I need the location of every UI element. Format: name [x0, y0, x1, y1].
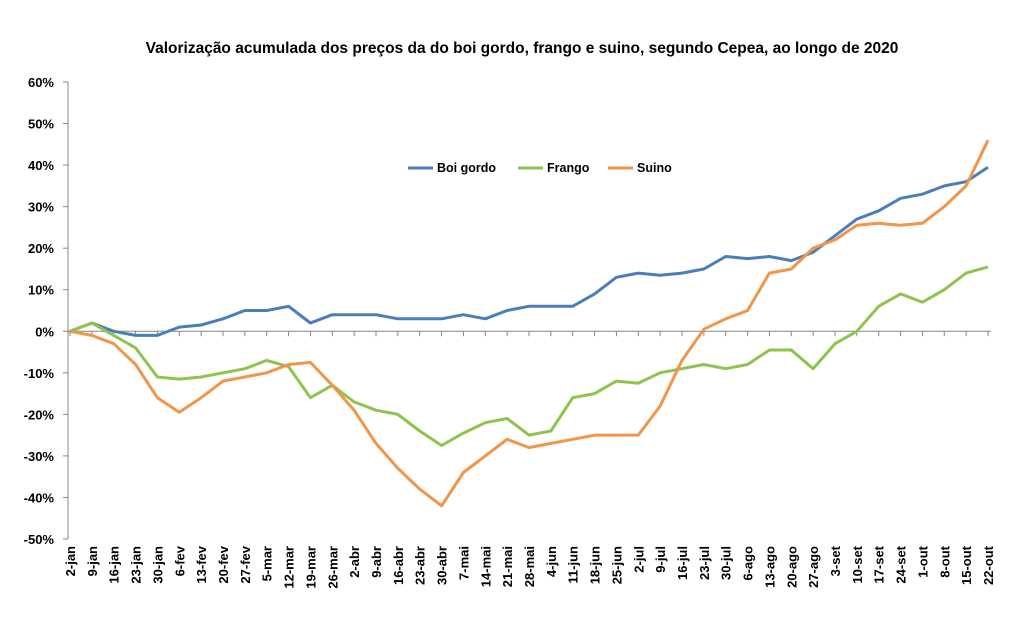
- x-tick-label: 1-out: [915, 545, 930, 577]
- x-tick-label: 19-mar: [303, 546, 318, 589]
- y-tick-label: -50%: [24, 532, 55, 547]
- legend-label: Suino: [637, 161, 672, 175]
- y-tick-label: 0%: [35, 324, 54, 339]
- x-tick-label: 9-jan: [85, 546, 100, 576]
- x-tick-label: 21-mai: [500, 546, 515, 587]
- series-line-suino: [69, 139, 990, 508]
- x-tick-label: 23-jan: [129, 546, 144, 584]
- x-tick-label: 30-abr: [435, 546, 450, 585]
- x-tick-label: 2-jul: [631, 546, 646, 573]
- x-tick-label: 10-set: [850, 545, 865, 583]
- x-tick-label: 16-abr: [391, 546, 406, 585]
- x-tick-label: 24-set: [894, 545, 909, 583]
- x-tick-label: 23-abr: [413, 546, 428, 585]
- x-tick-label: 22-out: [981, 545, 996, 585]
- x-tick-label: 8-out: [937, 545, 952, 577]
- x-tick-label: 3-set: [828, 545, 843, 576]
- x-tick-label: 12-mar: [282, 546, 297, 589]
- y-tick-label: -30%: [24, 449, 55, 464]
- y-tick-label: 10%: [28, 283, 54, 298]
- x-tick-label: 6-fev: [172, 545, 187, 576]
- x-axis: 2-jan 9-jan 16-jan 23-jan 30-jan 6-fev 13-fev 2…: [63, 330, 996, 589]
- x-tick-label: 5-mar: [260, 546, 275, 581]
- x-tick-label: 15-out: [959, 545, 974, 585]
- x-tick-label: 27-fev: [238, 545, 253, 583]
- y-tick-label: 30%: [28, 200, 54, 215]
- x-tick-label: 16-jan: [107, 546, 122, 584]
- x-tick-label: 2-abr: [347, 546, 362, 578]
- series-lines: [69, 139, 990, 508]
- y-tick-label: -20%: [24, 407, 55, 422]
- y-tick-label: 20%: [28, 241, 54, 256]
- x-tick-label: 23-jul: [697, 546, 712, 580]
- x-tick-label: 20-fev: [216, 545, 231, 583]
- y-axis: 60% 50% 40% 30% 20% 10% 0% -10% -20% -30% -40% -50%: [24, 75, 69, 547]
- x-tick-label: 17-set: [872, 545, 887, 583]
- x-tick-label: 2-jan: [63, 546, 78, 576]
- x-tick-label: 9-jul: [653, 546, 668, 573]
- x-tick-label: 13-fev: [194, 545, 209, 583]
- x-tick-label: 18-jun: [588, 546, 603, 584]
- x-tick-label: 30-jan: [150, 546, 165, 584]
- x-tick-label: 27-ago: [806, 546, 821, 588]
- x-tick-label: 4-jun: [544, 546, 559, 577]
- x-tick-label: 16-jul: [675, 546, 690, 580]
- x-tick-label: 26-mar: [325, 546, 340, 589]
- series-line-boi-gordo: [69, 165, 989, 337]
- x-tick-label: 11-jun: [566, 546, 581, 584]
- x-tick-label: 9-abr: [369, 546, 384, 578]
- x-tick-label: 20-ago: [784, 546, 799, 588]
- y-tick-label: -10%: [24, 366, 55, 381]
- y-tick-label: 40%: [28, 158, 54, 173]
- x-tick-label: 7-mai: [456, 546, 471, 580]
- x-tick-label: 6-ago: [741, 546, 756, 581]
- y-tick-label: 60%: [28, 75, 54, 90]
- chart-title: Valorização acumulada dos preços da do b…: [146, 40, 899, 57]
- y-tick-label: -40%: [24, 490, 55, 505]
- x-tick-label: 14-mai: [478, 546, 493, 587]
- legend: Boi gordo Frango Suino: [408, 161, 672, 175]
- x-tick-label: 25-jun: [609, 546, 624, 584]
- legend-label: Boi gordo: [437, 161, 496, 175]
- series-line-frango: [69, 265, 989, 447]
- legend-label: Frango: [547, 161, 590, 175]
- x-tick-label: 30-jul: [719, 546, 734, 580]
- x-tick-label: 28-mai: [522, 546, 537, 587]
- y-tick-label: 50%: [28, 117, 54, 132]
- x-tick-label: 13-ago: [762, 546, 777, 588]
